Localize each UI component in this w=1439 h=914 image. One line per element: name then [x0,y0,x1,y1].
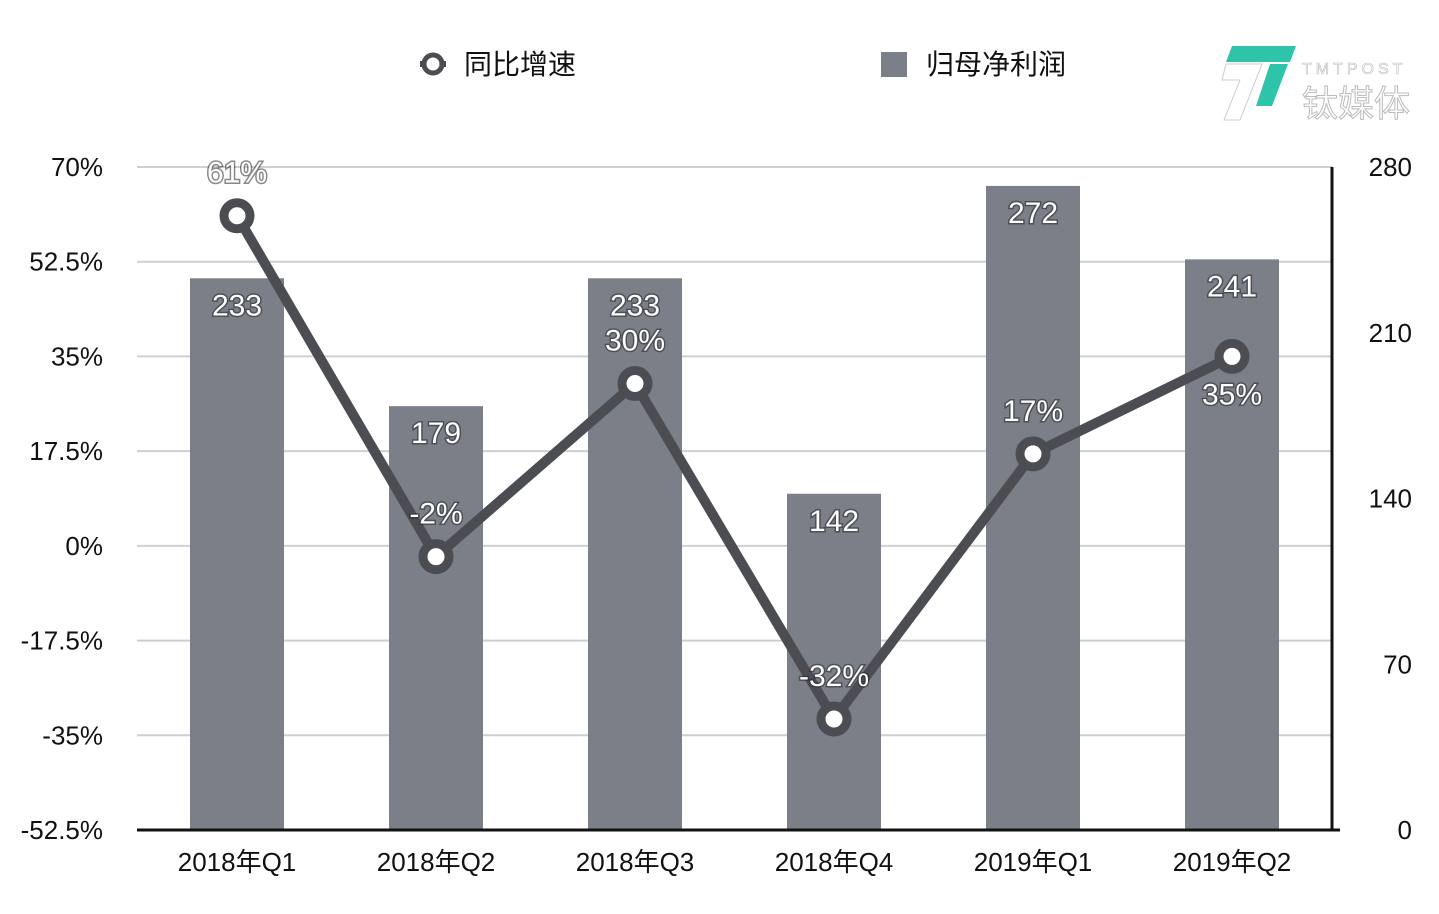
bar-value-label: 233 [610,289,660,322]
x-tick-label: 2019年Q1 [974,847,1093,877]
x-tick-label: 2018年Q4 [775,847,894,877]
line-point [418,539,454,575]
x-tick-label: 2018年Q3 [576,847,695,877]
right-tick-label: 70 [1383,649,1412,679]
left-tick-label: 35% [51,341,103,371]
legend-bar-label: 归母净利润 [926,49,1066,80]
axes [137,167,1340,832]
line-point [816,701,852,737]
legend-line-marker [420,52,446,76]
bar-value-label: 233 [212,289,262,322]
bars [190,185,1279,830]
tick-labels: 70% 52.5% 35% 17.5% 0% -17.5% -35% -52.5% 280 210… [21,152,1412,877]
bar-value-label: 179 [411,417,461,450]
x-tick-label: 2019年Q2 [1173,847,1292,877]
data-labels: 233 179 233 142 272 241 61% -2% 30% -32% 17% 35% [205,155,1263,694]
watermark-text-cn: 钛媒体 [1302,83,1410,124]
line-value-label: -32% [799,660,869,693]
line-series [219,198,1250,737]
line-value-label: 61% [207,157,267,190]
bar-value-label: 241 [1207,270,1257,303]
left-tick-label: -52.5% [21,815,103,845]
gridlines [137,166,1332,737]
line-point [1214,338,1250,374]
right-tick-label: 0 [1398,815,1412,845]
line-point [219,198,255,234]
bar [588,278,682,830]
line-value-label: 35% [1202,378,1262,411]
left-tick-label: -35% [42,720,103,750]
left-tick-label: 52.5% [29,247,103,277]
left-tick-label: 17.5% [29,436,103,466]
x-tick-label: 2018年Q1 [178,847,297,877]
legend-bar-swatch [881,52,907,77]
bar [190,278,284,830]
line-point [1015,436,1051,472]
right-tick-label: 280 [1369,152,1412,182]
bar-value-label: 142 [809,505,859,538]
line-value-label: 30% [605,324,665,357]
left-tick-label: -17.5% [21,626,103,656]
growth-line [232,213,1235,725]
x-tick-label: 2018年Q2 [377,847,496,877]
line-point [617,365,653,401]
line-value-label: 17% [1003,395,1063,428]
legend-line-label: 同比增速 [464,49,576,80]
right-tick-label: 140 [1369,484,1412,514]
legend: 同比增速 归母净利润 [420,49,1066,80]
left-tick-label: 0% [65,531,103,561]
bar [389,406,483,830]
bar-value-label: 272 [1008,197,1058,230]
left-tick-label: 70% [51,152,103,182]
watermark-text-en: TMTPOST [1302,61,1406,78]
line-value-label: -2% [409,498,462,531]
bar [986,185,1080,830]
right-tick-label: 210 [1369,318,1412,348]
watermark-logo: TMTPOST 钛媒体 [1221,46,1411,125]
